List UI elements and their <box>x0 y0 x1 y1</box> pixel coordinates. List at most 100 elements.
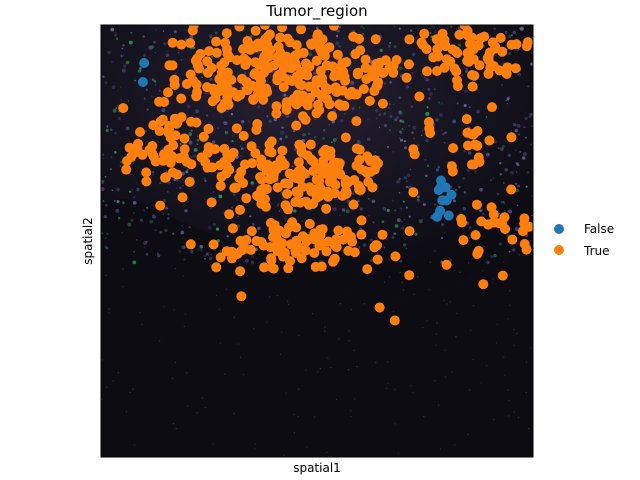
tissue-speckle <box>531 125 533 128</box>
tissue-speckle <box>501 145 505 148</box>
tissue-speckle <box>141 323 143 326</box>
tissue-speckle <box>212 443 214 445</box>
tissue-speckle <box>139 218 144 222</box>
tissue-speckle <box>393 25 396 28</box>
scatter-point-true <box>380 55 391 66</box>
tissue-speckle <box>386 208 390 212</box>
tissue-speckle <box>509 170 514 175</box>
tissue-speckle <box>436 322 438 324</box>
scatter-point-true <box>185 38 196 49</box>
tissue-speckle <box>224 131 227 133</box>
scatter-point-true <box>463 30 474 41</box>
tissue-speckle <box>118 111 120 113</box>
tissue-speckle <box>179 142 182 146</box>
tissue-speckle <box>152 40 156 44</box>
tissue-speckle <box>266 115 269 118</box>
scatter-point-true <box>343 245 354 256</box>
tissue-speckle <box>447 142 449 145</box>
scatter-point-true <box>301 58 311 69</box>
y-axis-label: spatial2 <box>81 217 95 265</box>
scatter-point-true <box>294 139 305 150</box>
tissue-speckle <box>162 41 167 46</box>
tissue-speckle <box>224 130 229 135</box>
tissue-speckle <box>196 412 198 414</box>
tissue-speckle <box>180 58 183 61</box>
tissue-speckle <box>216 127 219 130</box>
tissue-speckle <box>213 74 215 77</box>
tissue-speckle <box>522 152 527 157</box>
tissue-speckle <box>159 182 162 185</box>
tissue-speckle <box>341 208 346 212</box>
scatter-point-true <box>198 131 209 142</box>
tissue-speckle <box>458 43 462 47</box>
tissue-speckle <box>383 281 386 283</box>
tissue-speckle <box>388 48 391 50</box>
scatter-point-true <box>133 138 144 149</box>
tissue-speckle <box>125 411 128 413</box>
scatter-point-true <box>210 144 220 155</box>
tissue-speckle <box>515 171 518 173</box>
tissue-speckle <box>350 415 352 418</box>
tissue-speckle <box>435 118 439 122</box>
tissue-speckle <box>434 88 436 90</box>
tissue-speckle <box>528 427 530 430</box>
tissue-speckle <box>506 97 510 101</box>
scatter-point-true <box>169 79 180 90</box>
tissue-speckle <box>338 26 341 29</box>
tissue-speckle <box>351 107 355 111</box>
tissue-speckle <box>203 177 206 180</box>
tissue-speckle <box>358 106 361 109</box>
tissue-speckle <box>161 108 166 113</box>
tissue-speckle <box>155 29 157 31</box>
tissue-speckle <box>298 334 300 337</box>
tissue-speckle <box>165 53 170 58</box>
tissue-speckle <box>174 361 177 364</box>
tissue-speckle <box>146 206 149 209</box>
scatter-point-true <box>259 58 269 68</box>
tissue-speckle <box>524 136 527 139</box>
tissue-speckle <box>349 410 352 412</box>
tissue-speckle <box>394 423 396 425</box>
tissue-speckle <box>166 190 169 193</box>
tissue-speckle <box>130 31 133 34</box>
scatter-point-true <box>236 245 247 256</box>
scatter-point-true <box>261 184 272 194</box>
scatter-point-true <box>250 25 261 36</box>
tissue-speckle <box>434 379 436 382</box>
tissue-speckle <box>356 365 358 368</box>
tissue-speckle <box>115 107 118 110</box>
scatter-point-true <box>268 60 279 71</box>
tissue-speckle <box>185 170 189 174</box>
tissue-speckle <box>492 177 495 179</box>
scatter-point-true <box>372 254 383 265</box>
tissue-speckle <box>396 179 401 184</box>
tissue-speckle <box>256 146 260 150</box>
tissue-speckle <box>127 222 132 227</box>
tissue-speckle <box>109 128 113 132</box>
tissue-speckle <box>467 433 469 436</box>
tissue-speckle <box>302 132 306 137</box>
tissue-speckle <box>345 209 350 214</box>
tissue-speckle <box>205 252 210 256</box>
scatter-point-true <box>510 63 521 74</box>
scatter-point-true <box>343 177 354 188</box>
tissue-speckle <box>353 349 355 352</box>
chart-title: Tumor_region <box>265 2 367 21</box>
tissue-speckle <box>121 231 123 234</box>
tissue-speckle <box>184 313 187 315</box>
tissue-speckle <box>361 32 365 36</box>
tissue-speckle <box>151 95 153 98</box>
tissue-speckle <box>405 247 408 250</box>
tissue-speckle <box>101 153 105 156</box>
tissue-speckle <box>383 123 388 128</box>
tissue-speckle <box>420 134 423 137</box>
tissue-speckle <box>357 199 360 203</box>
tissue-speckle <box>335 34 339 38</box>
scatter-point-false <box>432 211 443 222</box>
tissue-speckle <box>208 256 213 261</box>
scatter-point-true <box>506 39 517 50</box>
tissue-speckle <box>195 109 199 114</box>
tissue-speckle <box>398 27 401 30</box>
tissue-speckle <box>375 361 377 364</box>
tissue-speckle <box>452 119 457 124</box>
